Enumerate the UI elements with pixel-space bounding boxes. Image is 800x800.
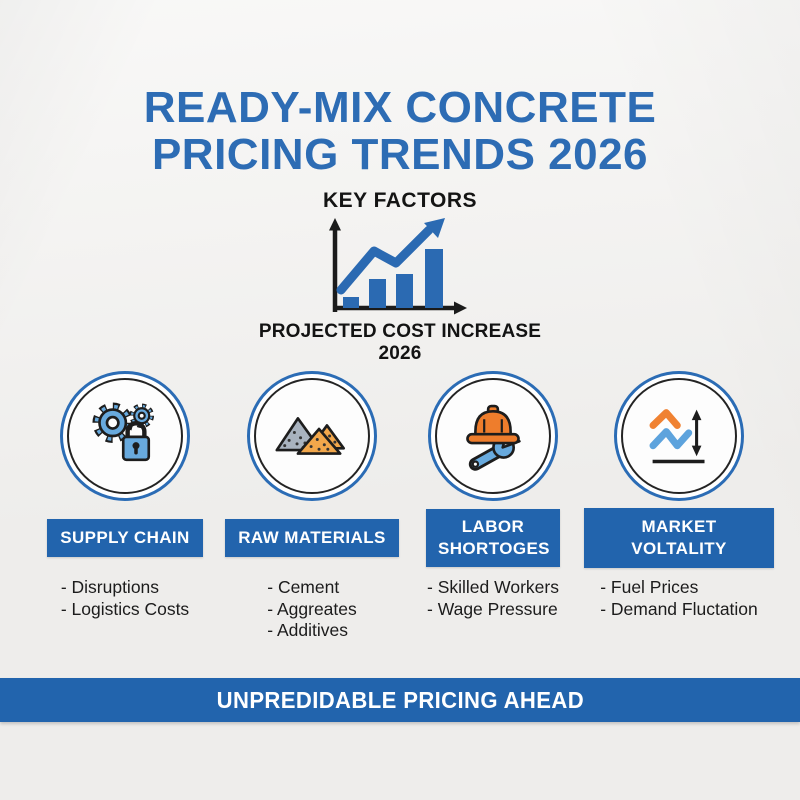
- list-item: - Wage Pressure: [427, 598, 558, 619]
- page-title-line1: READY-MIX CONCRETE: [143, 83, 657, 132]
- projection-caption-line1: PROJECTED COST INCREASE: [258, 321, 542, 342]
- list-item: - Additives: [267, 620, 348, 640]
- market-list: - Fuel Prices - Demand Fluctation: [600, 577, 758, 620]
- raw-materials-button-area: RAW MATERIALS: [220, 501, 404, 575]
- key-factors-heading: KEY FACTORS: [322, 189, 478, 212]
- supply-chain-list: - Disruptions - Logistics Costs: [61, 577, 189, 620]
- projection-year: 2026: [378, 343, 422, 364]
- market-circle-inner: [621, 378, 737, 494]
- volatility-chart-icon: [649, 409, 705, 464]
- factor-market-volatility: MARKET VOLTALITY - Fuel Prices - Demand …: [584, 371, 774, 620]
- gears-lock-icon: [92, 402, 155, 462]
- list-item: - Logistics Costs: [60, 598, 190, 619]
- banner-text: UNPREDIDABLE PRICING AHEAD: [216, 686, 584, 713]
- labor-label: LABOR SHORTOGES: [426, 509, 560, 567]
- projection-caption: PROJECTED COST INCREASE 2026: [0, 321, 800, 365]
- page-title: READY-MIX CONCRETE PRICING TRENDS 2026: [0, 84, 800, 178]
- supply-chain-label: SUPPLY CHAIN: [47, 519, 203, 557]
- supply-chain-circle-inner: [67, 378, 183, 494]
- list-item: - Skilled Workers: [427, 577, 559, 597]
- market-button-area: MARKET VOLTALITY: [584, 501, 774, 575]
- list-item: - Fuel Prices: [600, 577, 699, 597]
- bottom-banner: UNPREDIDABLE PRICING AHEAD: [0, 678, 800, 722]
- labor-button-area: LABOR SHORTOGES: [401, 501, 585, 575]
- factor-supply-chain: SUPPLY CHAIN - Disruptions - Logistics C…: [33, 371, 217, 620]
- raw-materials-circle: [247, 371, 377, 501]
- rising-bar-chart-icon: [329, 218, 467, 315]
- list-item: - Demand Fluctation: [600, 598, 758, 619]
- market-label: MARKET VOLTALITY: [584, 508, 774, 568]
- list-item: - Aggreates: [267, 598, 357, 619]
- labor-circle: [428, 371, 558, 501]
- market-circle: [614, 371, 744, 501]
- raw-materials-label: RAW MATERIALS: [225, 519, 399, 557]
- raw-materials-circle-inner: [254, 378, 370, 494]
- factor-labor-shortages: LABOR SHORTOGES - Skilled Workers - Wage…: [401, 371, 585, 620]
- supply-chain-button-area: SUPPLY CHAIN: [33, 501, 217, 575]
- material-piles-icon: [275, 417, 345, 455]
- labor-circle-inner: [435, 378, 551, 494]
- hard-hat-wrench-icon: [466, 404, 521, 471]
- factor-raw-materials: RAW MATERIALS - Cement - Aggreates - Add…: [220, 371, 404, 642]
- page-title-line2: PRICING TRENDS 2026: [151, 130, 649, 179]
- raw-materials-list: - Cement - Aggreates - Additives: [267, 577, 357, 642]
- list-item: - Cement: [267, 577, 340, 597]
- supply-chain-circle: [60, 371, 190, 501]
- list-item: - Disruptions: [60, 577, 160, 597]
- labor-list: - Skilled Workers - Wage Pressure: [427, 577, 559, 620]
